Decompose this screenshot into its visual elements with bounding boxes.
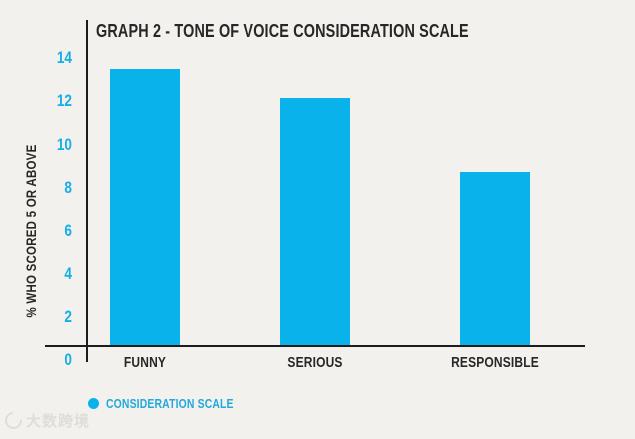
x-label-responsible: RESPONSIBLE	[451, 354, 539, 371]
y-tick-6: 6	[64, 220, 72, 240]
bar-funny	[110, 69, 180, 345]
watermark-text: 大数跨境	[26, 412, 91, 430]
y-tick-8: 8	[64, 177, 72, 197]
x-axis-line	[45, 345, 585, 347]
y-tick-12: 12	[56, 91, 72, 111]
y-tick-4: 4	[64, 263, 72, 283]
logo-icon	[1, 408, 26, 432]
y-tick-2: 2	[64, 306, 72, 326]
bar-serious	[280, 98, 350, 345]
legend-circle-icon	[88, 397, 99, 409]
y-tick-14: 14	[56, 48, 72, 68]
y-axis-line	[86, 20, 88, 362]
legend-label: CONSIDERATION SCALE	[106, 395, 234, 411]
x-label-funny: FUNNY	[123, 354, 167, 371]
bar-responsible	[460, 172, 530, 345]
legend: CONSIDERATION SCALE	[88, 395, 266, 411]
chart-title: GRAPH 2 - TONE OF VOICE CONSIDERATION SC…	[96, 21, 562, 42]
x-label-serious: SERIOUS	[287, 354, 343, 371]
y-axis-title: % WHO SCORED 5 OR ABOVE	[23, 144, 39, 318]
y-tick-10: 10	[56, 134, 72, 154]
y-tick-0: 0	[64, 350, 72, 369]
chart-title-text: GRAPH 2 - TONE OF VOICE CONSIDERATION SC…	[96, 21, 469, 41]
watermark: 大数跨境	[1, 408, 91, 432]
